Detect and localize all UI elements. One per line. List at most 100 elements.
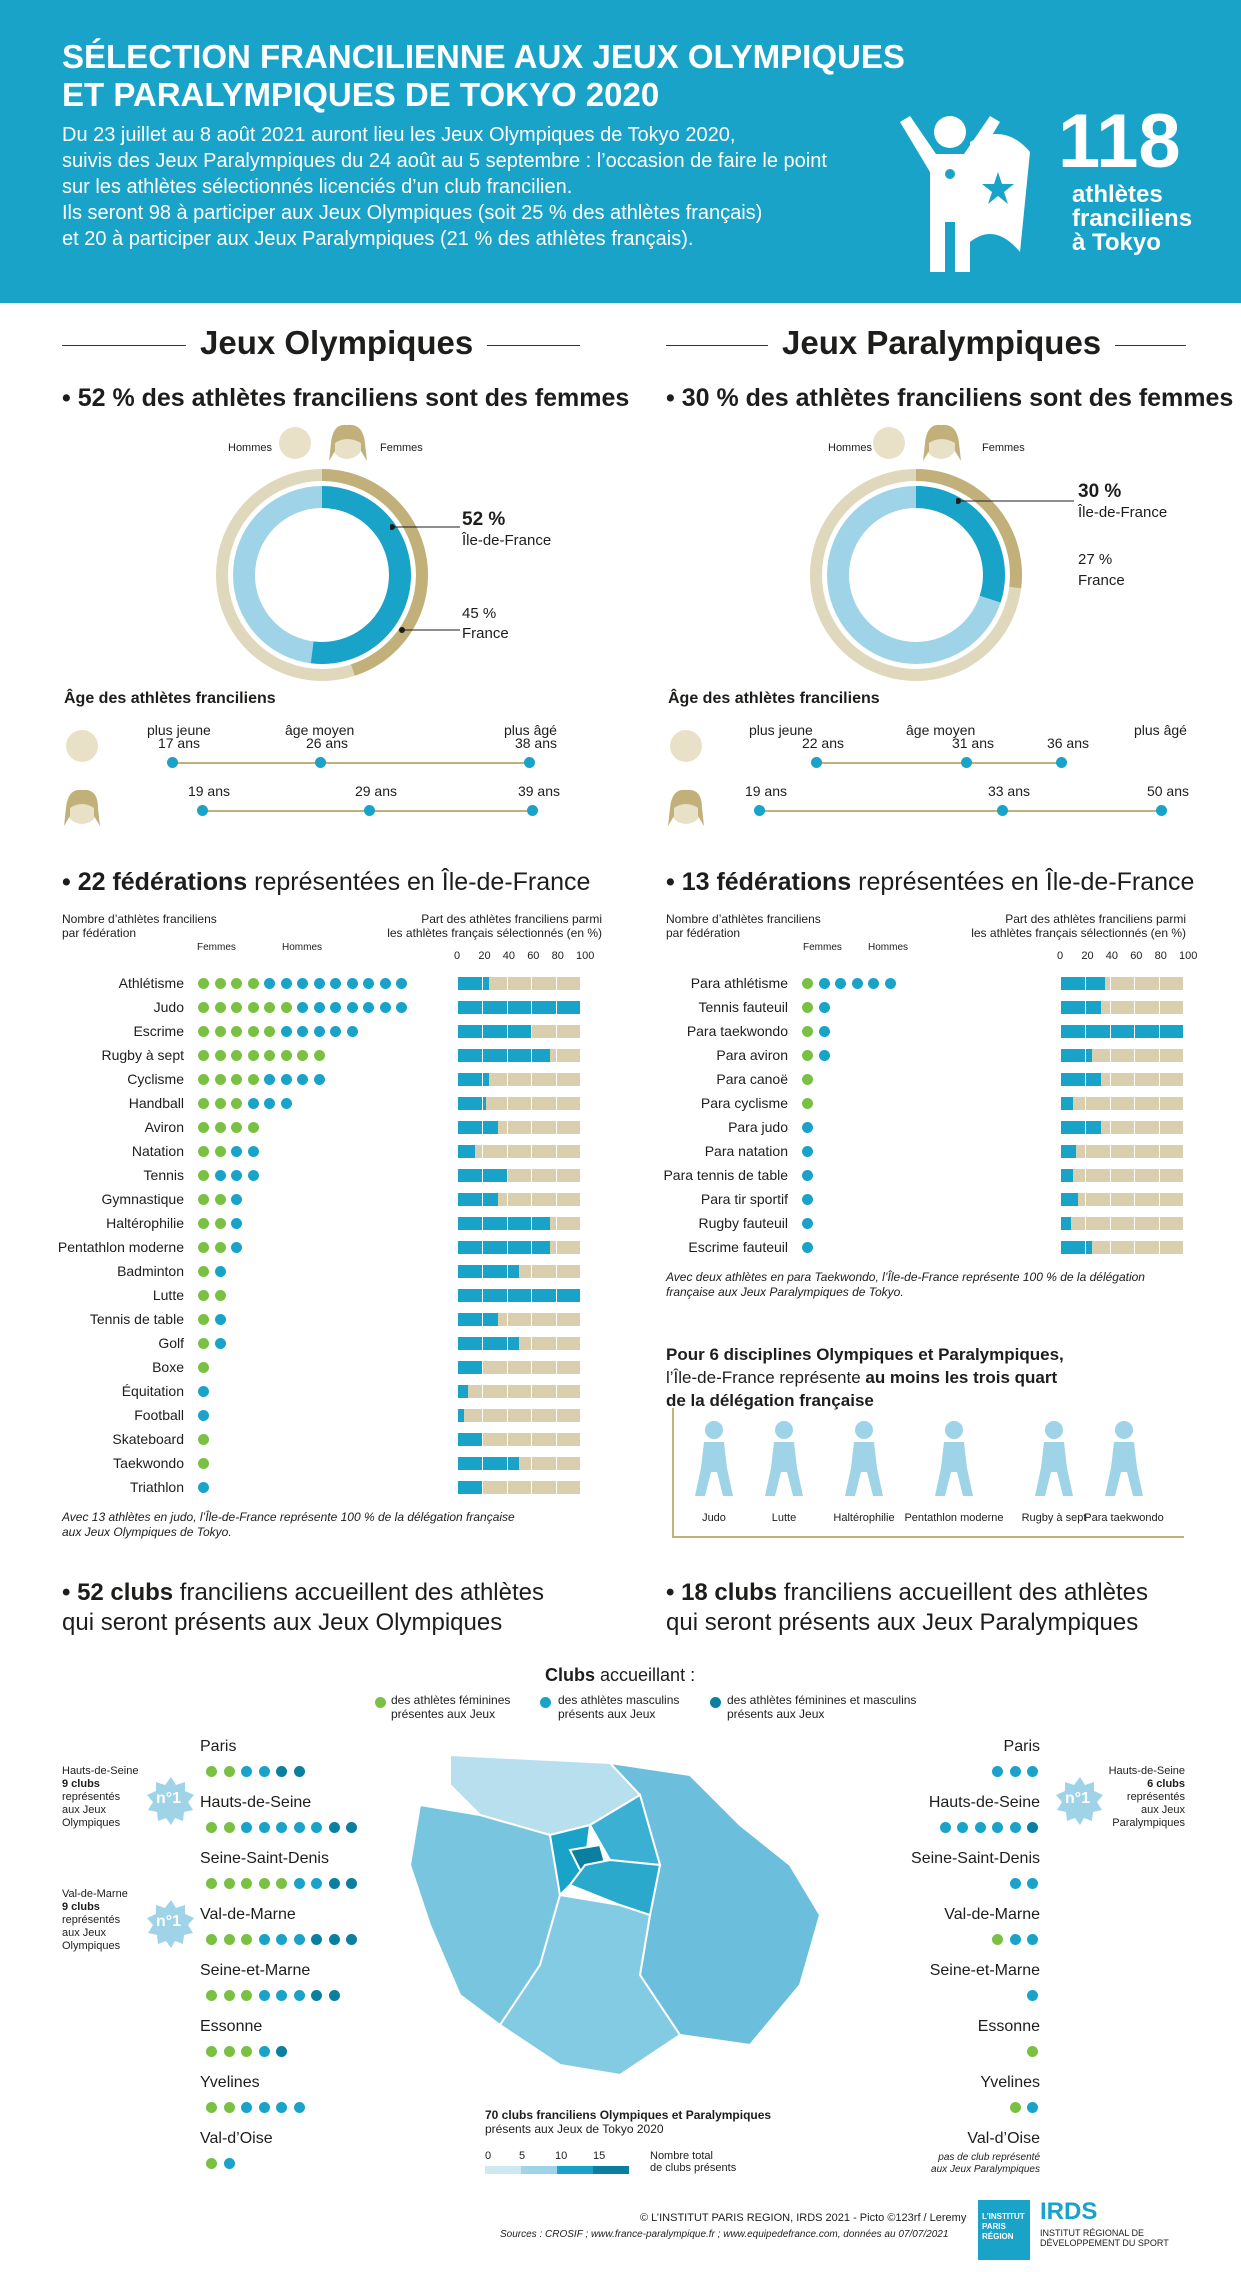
federation-name: Gymnastique (101, 1191, 184, 1207)
olympic-fed-headline: • 22 fédérations représentées en Île-de-… (62, 867, 590, 897)
male-athlete-dot (851, 978, 863, 989)
female-athlete-dot (214, 1026, 226, 1037)
pct-tick-label: 80 (1154, 950, 1167, 962)
female-athlete-dot (198, 1122, 209, 1133)
club-dot (206, 1878, 217, 1889)
share-bar (1061, 1193, 1079, 1206)
share-bar-bg (458, 1025, 580, 1038)
federation-name: Badminton (117, 1263, 184, 1279)
badge-line: représentés (1126, 1791, 1185, 1803)
olympic-gender-donut: Hommes Femmes 52 % Île-de-France 45 % Fr… (62, 415, 602, 685)
club-dot (241, 1934, 252, 1945)
share-bar (458, 977, 489, 990)
club-dot (1009, 1878, 1021, 1889)
federation-name: Haltérophilie (106, 1215, 184, 1231)
age-men-dot (527, 805, 538, 816)
female-athlete-dot (247, 1050, 259, 1061)
federation-name: Pentathlon moderne (57, 1239, 184, 1255)
male-athlete-dot (396, 978, 407, 989)
club-dot (223, 2102, 235, 2113)
clubs-title-bold: Clubs (545, 1665, 596, 1685)
male-athlete-dot (818, 978, 830, 989)
clubs-headline-line: • 18 clubs franciliens accueillent des a… (666, 1578, 1148, 1608)
badge-text: Val-de-Marne 9 clubs représentés aux Jeu… (62, 1888, 128, 1953)
federation-name: Aviron (144, 1119, 184, 1135)
fr-label: France (1078, 572, 1125, 589)
federation-name: Handball (128, 1095, 184, 1111)
logo-line: PARIS (982, 2222, 1006, 2231)
club-dot (276, 1878, 287, 1889)
club-dot (346, 1878, 357, 1889)
donut-chart (216, 469, 428, 681)
clubs-headline-line: • 52 clubs franciliens accueillent des a… (62, 1578, 544, 1608)
share-bar-bg (458, 1217, 580, 1230)
pct-tick-label: 20 (1081, 950, 1094, 962)
club-dot (1009, 2102, 1021, 2113)
male-athlete-dot (214, 1266, 226, 1277)
clubs-count: • 52 clubs (62, 1579, 174, 1606)
male-athlete-dot (802, 1146, 813, 1157)
legend-hommes: Hommes (282, 942, 323, 953)
head-icons (668, 730, 704, 826)
male-athlete-dot (346, 978, 358, 989)
badge-line: représentés (62, 1791, 121, 1803)
club-dot (1027, 1934, 1038, 1945)
male-athlete-dot (264, 1098, 275, 1109)
share-bar (458, 1409, 465, 1422)
val-doise-para-note: pas de club représenté aux Jeux Paralymp… (900, 2152, 1040, 2176)
rank-badge-icon (147, 1900, 194, 1948)
club-dot (276, 2102, 287, 2113)
legend-line: des athlètes masculins (558, 1693, 680, 1707)
discipline-athlete-icon (845, 1421, 883, 1496)
grid-line (1158, 974, 1160, 1262)
pct-tick-label: 20 (478, 950, 491, 962)
men-women-head-icons (279, 424, 367, 461)
club-dot (258, 1766, 270, 1777)
club-dot (1009, 1766, 1021, 1777)
federation-name: Judo (153, 999, 184, 1015)
female-athlete-dot (247, 1002, 259, 1013)
federation-name: Para aviron (716, 1047, 788, 1063)
disciplines-title-line: Pour 6 disciplines Olympiques et Paralym… (666, 1345, 1064, 1364)
legend-femmes: Femmes (803, 942, 842, 953)
federation-name: Lutte (152, 1287, 184, 1303)
club-dot (974, 1822, 986, 1833)
club-dot (241, 1822, 252, 1833)
legend-femmes: Femmes (197, 942, 236, 953)
share-bar-bg (458, 1073, 580, 1086)
idf-pct: 52 % (462, 509, 506, 530)
male-athlete-dot (396, 1002, 407, 1013)
club-dot (258, 2046, 270, 2057)
club-dot (346, 1934, 357, 1945)
female-athlete-dot (198, 1242, 209, 1253)
paralympic-fed-headline: • 13 fédérations représentées en Île-de-… (666, 867, 1194, 897)
club-dot (258, 1934, 270, 1945)
paralympic-clubs-headline: • 18 clubs franciliens accueillent des a… (666, 1578, 1148, 1638)
disciplines-title-part: au moins les trois quart (865, 1368, 1058, 1387)
legend-men-label: Hommes (228, 442, 273, 454)
male-athlete-dot (264, 978, 275, 989)
map-caption: 70 clubs franciliens Olympiques et Paral… (485, 2108, 771, 2136)
age-women-value: 31 ans (951, 735, 995, 751)
age-women-value: 38 ans (514, 735, 558, 751)
footer-copyright: © L’INSTITUT PARIS REGION, IRDS 2021 - P… (640, 2212, 967, 2224)
badge-text: Hauts-de-Seine 6 clubs représentés aux J… (1109, 1765, 1185, 1830)
share-bar (1061, 1241, 1092, 1254)
share-bar (458, 1313, 499, 1326)
discipline-athlete-icon (765, 1421, 803, 1496)
federation-name: Para tennis de table (663, 1167, 788, 1183)
scale-label: Nombre total de clubs présents (650, 2150, 736, 2174)
map-val-de-marne (568, 1858, 662, 1917)
note-line: Avec 13 athlètes en judo, l’Île-de-Franc… (62, 1510, 515, 1524)
badge-line: Olympiques (62, 1817, 121, 1829)
map-caption-line: présents aux Jeux de Tokyo 2020 (485, 2122, 664, 2136)
department-name: Val-de-Marne (200, 1906, 296, 1923)
institut-paris-region-logo: L’INSTITUT PARIS RÉGION (978, 2200, 1030, 2260)
clubs-title-rest: accueillant : (595, 1665, 696, 1685)
age-men-dot (997, 805, 1008, 816)
male-athlete-dot (198, 1386, 209, 1397)
club-dot (206, 1934, 217, 1945)
male-athlete-dot (802, 1218, 813, 1229)
big-sub-line: franciliens (1072, 205, 1193, 232)
club-dot (1027, 1878, 1038, 1889)
